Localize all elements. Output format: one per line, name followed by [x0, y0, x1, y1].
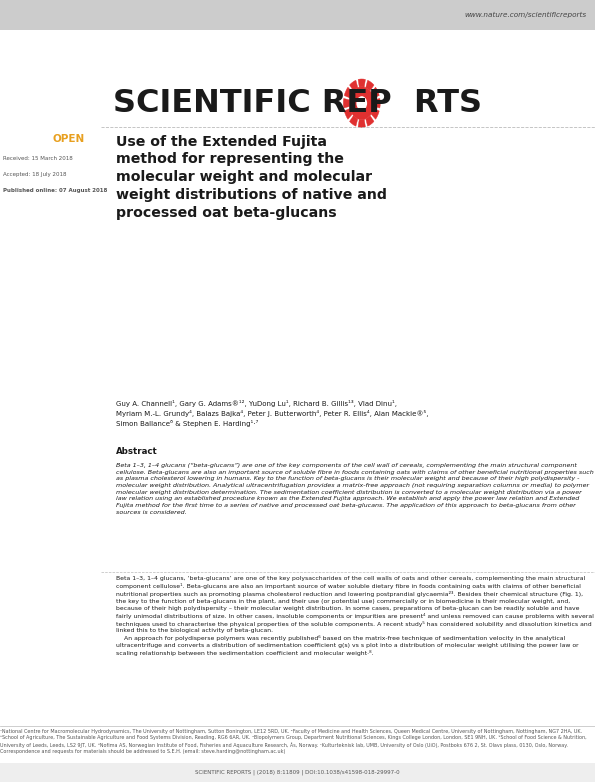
Wedge shape [358, 79, 365, 87]
Wedge shape [374, 99, 380, 108]
Wedge shape [358, 120, 365, 127]
Circle shape [349, 87, 374, 120]
Circle shape [356, 96, 367, 110]
Wedge shape [349, 81, 358, 91]
Text: Guy A. Channell¹, Gary G. Adams®¹², YuDong Lu¹, Richard B. Gillis¹³, Vlad Dinu¹,: Guy A. Channell¹, Gary G. Adams®¹², YuDo… [116, 400, 428, 428]
Wedge shape [343, 99, 349, 108]
Text: Received: 15 March 2018: Received: 15 March 2018 [3, 156, 73, 161]
Text: Accepted: 18 July 2018: Accepted: 18 July 2018 [3, 172, 67, 177]
Text: SCIENTIFIC REP  RTS: SCIENTIFIC REP RTS [113, 88, 482, 119]
Wedge shape [371, 109, 379, 120]
Text: ¹National Centre for Macromolecular Hydrodynamics, The University of Nottingham,: ¹National Centre for Macromolecular Hydr… [0, 729, 587, 755]
Text: www.nature.com/scientificreports: www.nature.com/scientificreports [464, 12, 586, 18]
Wedge shape [349, 116, 358, 126]
FancyBboxPatch shape [0, 763, 595, 782]
Text: Beta 1–3, 1–4 glucans (“beta-glucans”) are one of the key components of the cell: Beta 1–3, 1–4 glucans (“beta-glucans”) a… [116, 463, 594, 515]
Text: Abstract: Abstract [116, 447, 158, 457]
Text: Use of the Extended Fujita
method for representing the
molecular weight and mole: Use of the Extended Fujita method for re… [116, 135, 387, 220]
Text: SCIENTIFIC REPORTS | (2018) 8:11809 | DOI:10.1038/s41598-018-29997-0: SCIENTIFIC REPORTS | (2018) 8:11809 | DO… [195, 769, 400, 776]
Text: OPEN: OPEN [52, 135, 84, 144]
FancyBboxPatch shape [0, 0, 595, 30]
Wedge shape [366, 81, 374, 91]
Wedge shape [345, 87, 352, 98]
Wedge shape [366, 116, 374, 126]
Text: Beta 1–3, 1–4 glucans, ‘beta-glucans’ are one of the key polysaccharides of the : Beta 1–3, 1–4 glucans, ‘beta-glucans’ ar… [116, 576, 594, 656]
Wedge shape [345, 109, 352, 120]
Text: Published online: 07 August 2018: Published online: 07 August 2018 [3, 188, 107, 192]
Wedge shape [371, 87, 379, 98]
